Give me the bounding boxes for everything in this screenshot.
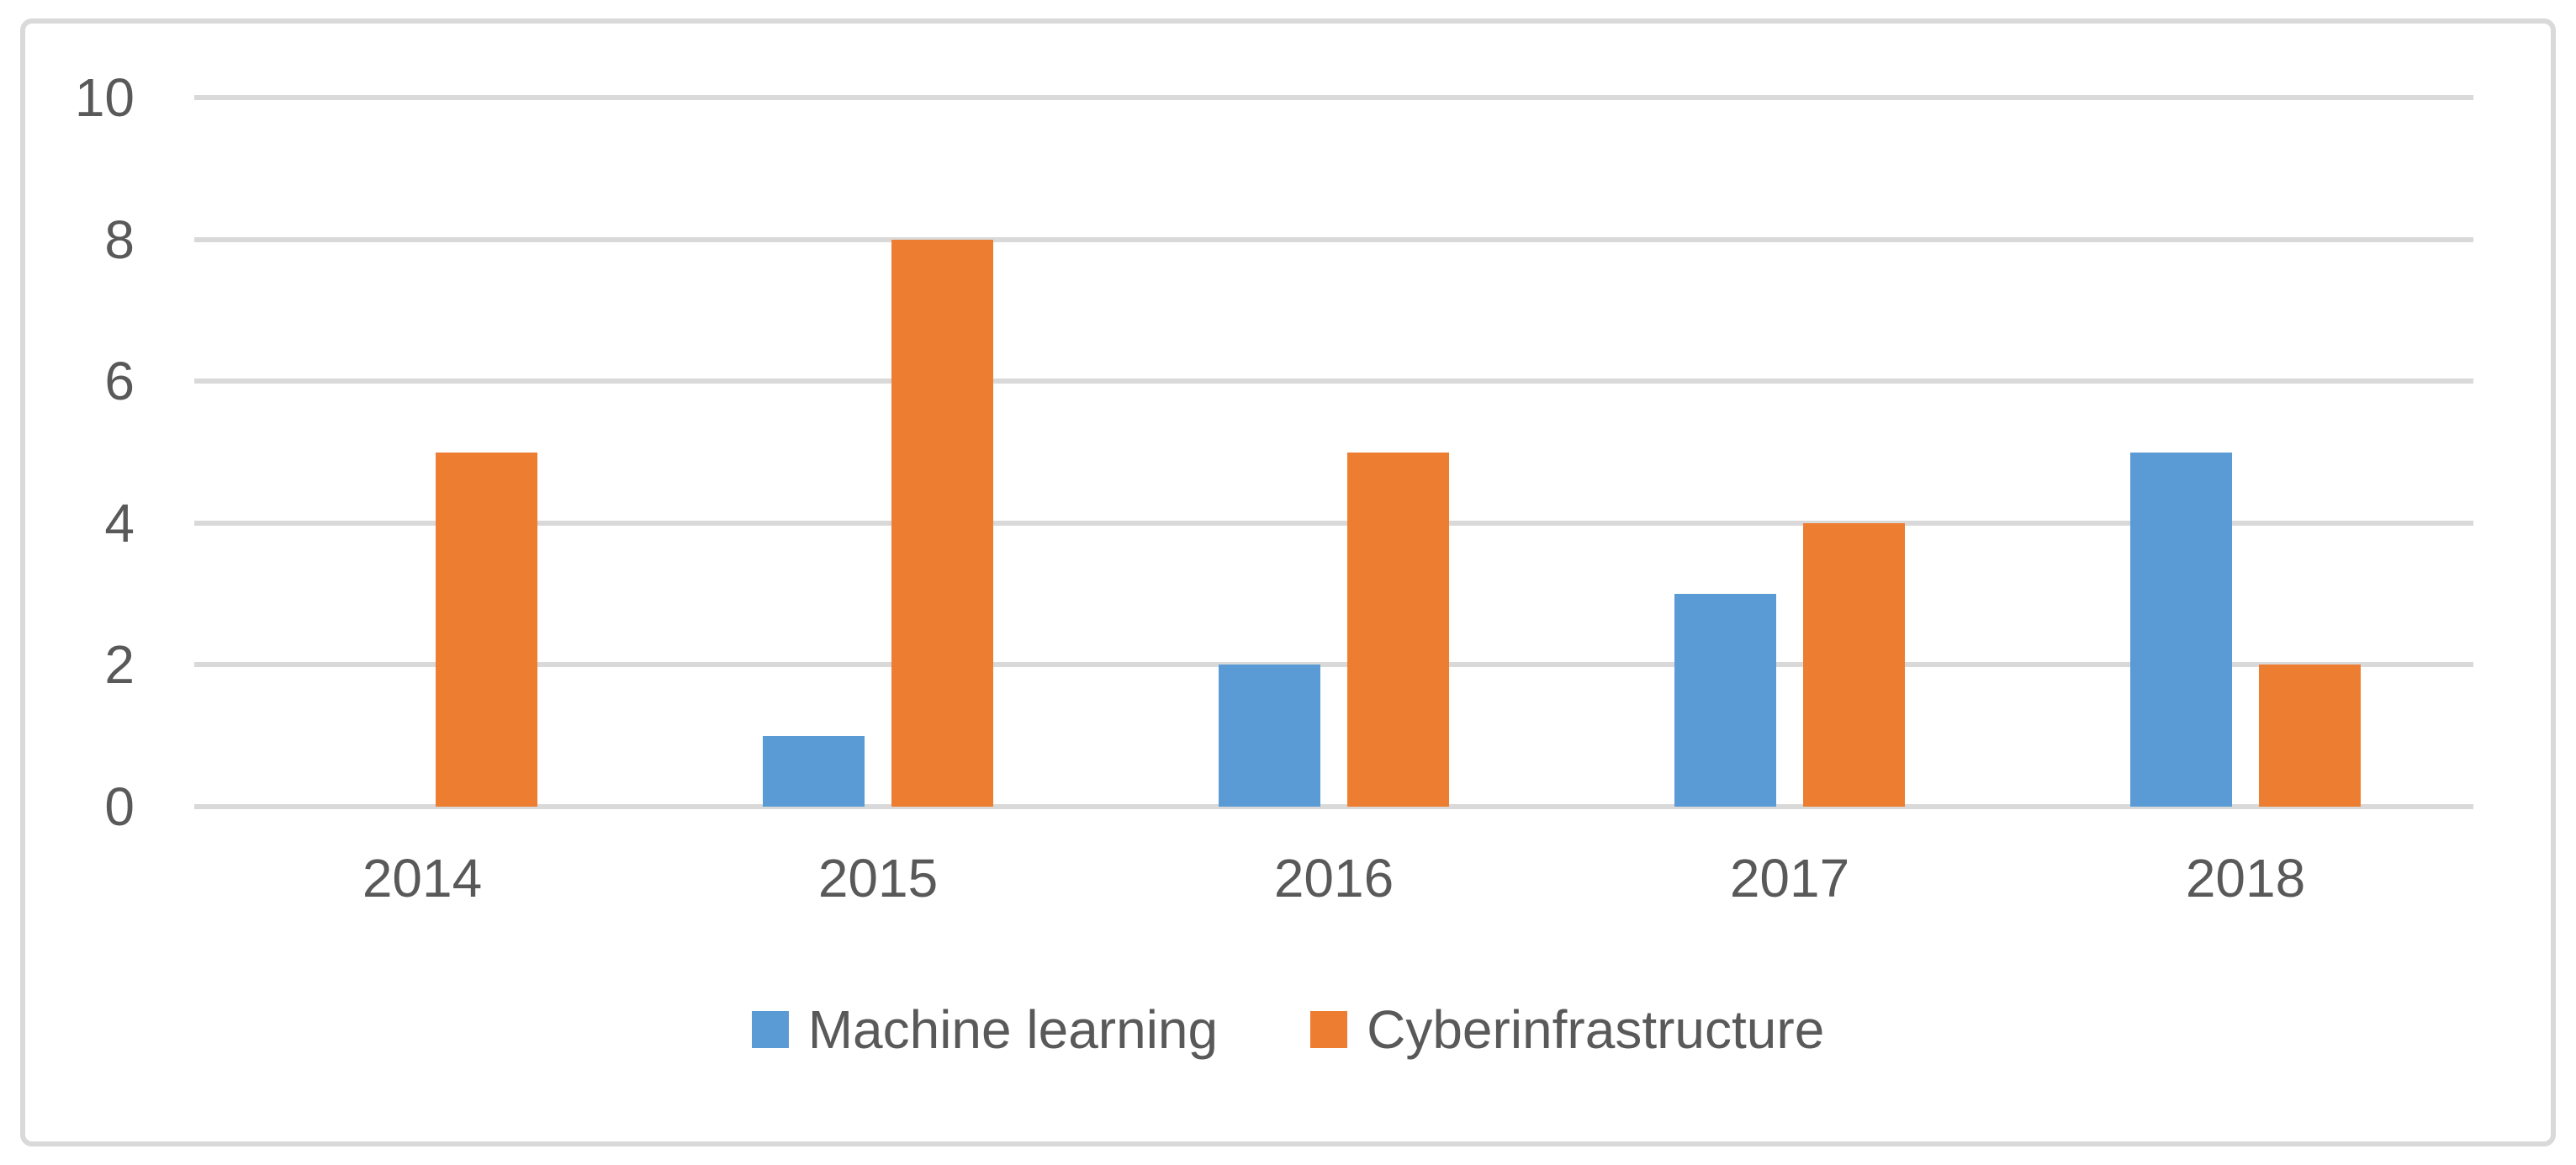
bar-group-2015: [650, 98, 1106, 807]
y-tick-label-0: 0: [104, 776, 135, 837]
legend-swatch-machine-learning: [751, 1011, 789, 1048]
x-tick-label-2016: 2016: [1273, 848, 1394, 908]
y-tick-label-2: 2: [104, 634, 135, 696]
bar-machine-learning-2015: [763, 735, 865, 807]
bar-group-2016: [1106, 98, 1562, 807]
bar-cyberinfrastructure-2018: [2259, 665, 2361, 807]
bar-group-2014: [194, 98, 650, 807]
plot-area: [194, 95, 2473, 809]
y-tick-label-8: 8: [104, 209, 135, 270]
bar-group-2017: [1562, 98, 2018, 807]
bar-machine-learning-2017: [1674, 594, 1776, 807]
y-tick-label-10: 10: [74, 67, 135, 128]
legend: Machine learning Cyberinfrastructure: [0, 1003, 2576, 1056]
gridline-y-8: [194, 236, 2473, 242]
y-tick-label-4: 4: [104, 492, 135, 553]
x-axis: 2014 2015 2016 2017 2018: [194, 851, 2473, 905]
gridline-y-0: [194, 804, 2473, 809]
x-tick-label-2017: 2017: [1729, 848, 1850, 908]
bar-cyberinfrastructure-2014: [436, 452, 537, 807]
legend-item-machine-learning: Machine learning: [751, 999, 1219, 1060]
bar-group-2018: [2018, 98, 2473, 807]
gridline-y-2: [194, 662, 2473, 668]
legend-item-cyberinfrastructure: Cyberinfrastructure: [1310, 1003, 1824, 1056]
x-tick-label-2014: 2014: [362, 848, 483, 908]
x-tick-label-2018: 2018: [2185, 848, 2306, 908]
gridline-y-10: [194, 95, 2473, 100]
y-axis: 0 2 4 6 8 10: [0, 71, 135, 834]
bar-groups: [194, 98, 2473, 807]
legend-swatch-cyberinfrastructure: [1310, 1011, 1348, 1048]
gridline-y-4: [194, 520, 2473, 526]
x-tick-label-2015: 2015: [817, 848, 939, 908]
bar-cyberinfrastructure-2017: [1803, 522, 1905, 807]
bar-machine-learning-2016: [1219, 665, 1320, 807]
legend-label-machine-learning: Machine learning: [807, 999, 1219, 1060]
bar-cyberinfrastructure-2016: [1347, 452, 1449, 807]
gridline-y-6: [194, 379, 2473, 384]
chart-frame-border: [20, 19, 2556, 1146]
legend-label-cyberinfrastructure: Cyberinfrastructure: [1367, 999, 1825, 1060]
bar-machine-learning-2018: [2130, 452, 2232, 807]
bar-cyberinfrastructure-2015: [891, 239, 993, 807]
y-tick-label-6: 6: [104, 351, 135, 412]
